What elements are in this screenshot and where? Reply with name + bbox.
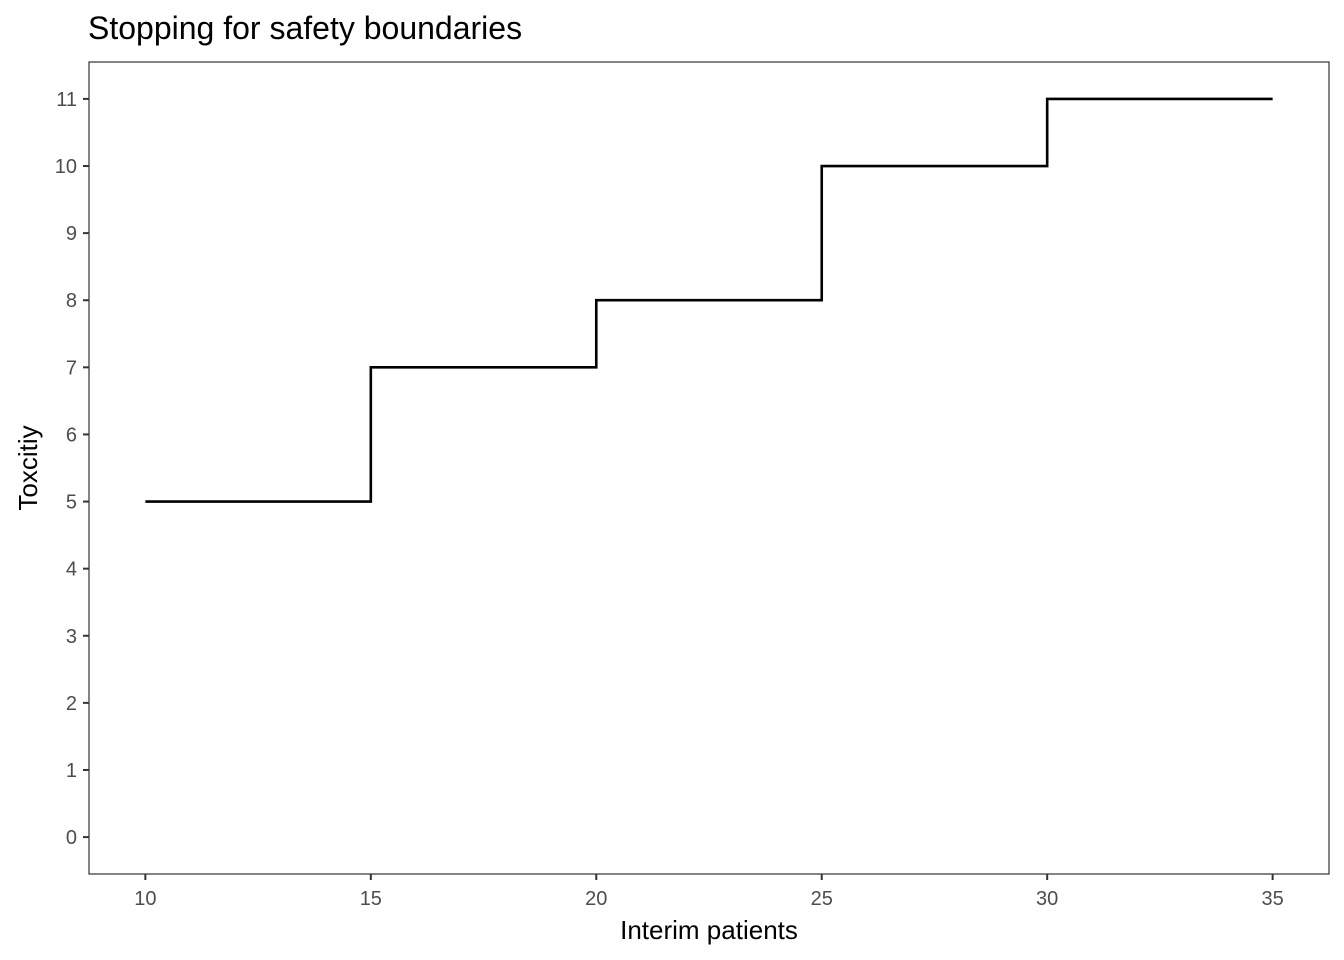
y-tick-label: 6 [66, 424, 77, 446]
y-tick-label: 1 [66, 760, 77, 782]
y-tick-label: 4 [66, 559, 77, 581]
x-axis-label: Interim patients [620, 915, 798, 945]
series-line [145, 97, 1273, 503]
chart-title: Stopping for safety boundaries [88, 10, 522, 46]
y-tick-label: 11 [56, 89, 77, 111]
x-tick-label: 10 [134, 888, 156, 910]
x-tick-label: 20 [585, 888, 607, 910]
plot-panel [88, 61, 1330, 875]
y-tick-label: 2 [66, 693, 77, 715]
y-axis-label: Toxcitiy [13, 425, 43, 510]
y-axis: 0 1 2 3 4 5 6 7 8 9 10 11 [55, 89, 89, 849]
x-tick-label: 25 [811, 888, 833, 910]
x-tick-label: 35 [1262, 888, 1284, 910]
y-tick-label: 9 [66, 223, 77, 245]
y-tick-label: 10 [55, 156, 77, 178]
y-tick-label: 8 [66, 290, 77, 312]
x-tick-label: 15 [360, 888, 382, 910]
x-axis: 10 15 20 25 30 35 [134, 874, 1284, 910]
y-tick-label: 7 [66, 357, 77, 379]
x-tick-label: 30 [1036, 888, 1058, 910]
y-tick-label: 3 [66, 626, 77, 648]
y-tick-label: 5 [66, 492, 77, 514]
y-tick-label: 0 [66, 827, 77, 849]
